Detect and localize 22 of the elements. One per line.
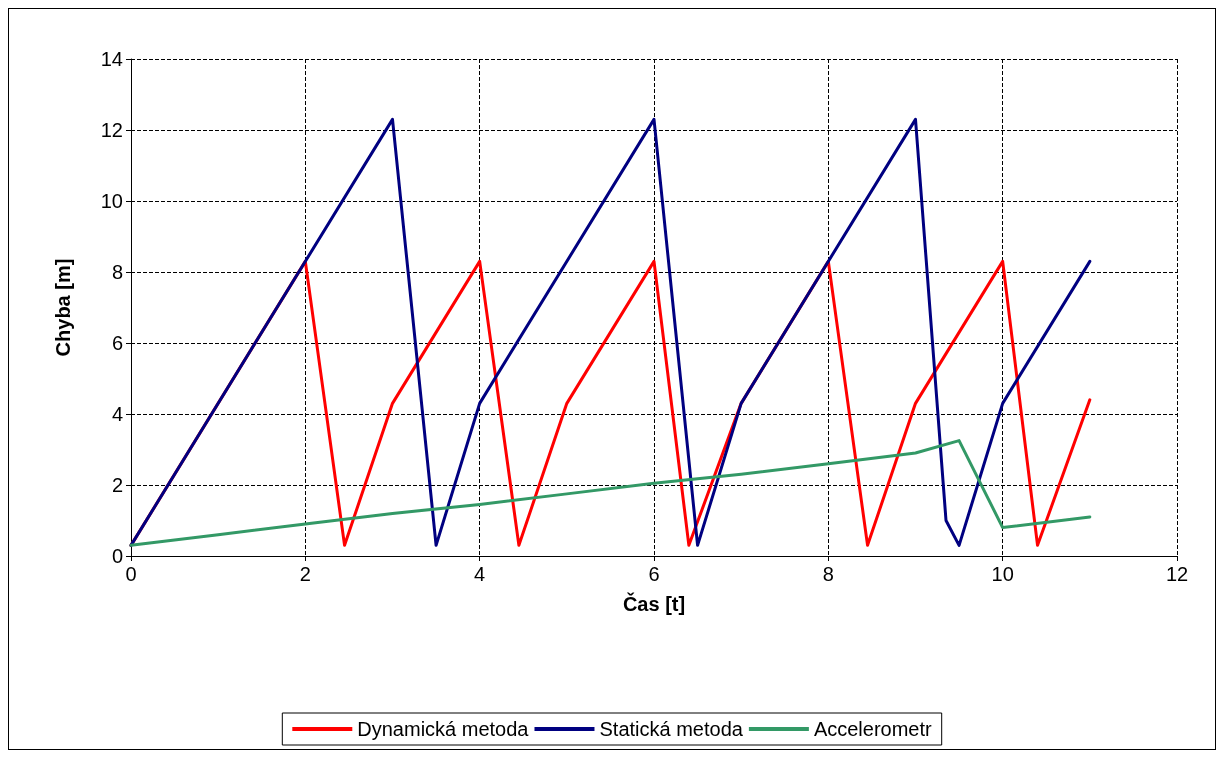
x-tick-label: 0 [125, 563, 137, 585]
x-tick-label: 2 [299, 563, 311, 585]
legend-label: Dynamická metoda [357, 718, 530, 740]
x-tick-label: 12 [1165, 563, 1189, 585]
y-tick-label: 12 [100, 119, 123, 141]
legend-label: Accelerometr [813, 718, 933, 740]
legend-label: Statická metoda [599, 718, 744, 740]
x-tick-label: 6 [648, 563, 660, 585]
y-tick-label: 14 [100, 48, 123, 70]
x-tick-label: 4 [474, 563, 486, 585]
y-tick-label: 10 [100, 190, 123, 212]
x-tick-label: 10 [991, 563, 1014, 585]
x-axis-title: Čas [t] [622, 592, 686, 615]
y-tick-label: 4 [111, 403, 123, 425]
y-tick-label: 0 [111, 545, 123, 567]
x-tick-label: 8 [822, 563, 834, 585]
line-series [129, 117, 1092, 547]
line-series [129, 439, 1092, 547]
y-axis-title: Chyba [m] [52, 258, 74, 357]
y-tick-label: 2 [111, 474, 123, 496]
y-tick-label: 8 [111, 261, 123, 283]
y-tick-label: 6 [111, 332, 123, 354]
